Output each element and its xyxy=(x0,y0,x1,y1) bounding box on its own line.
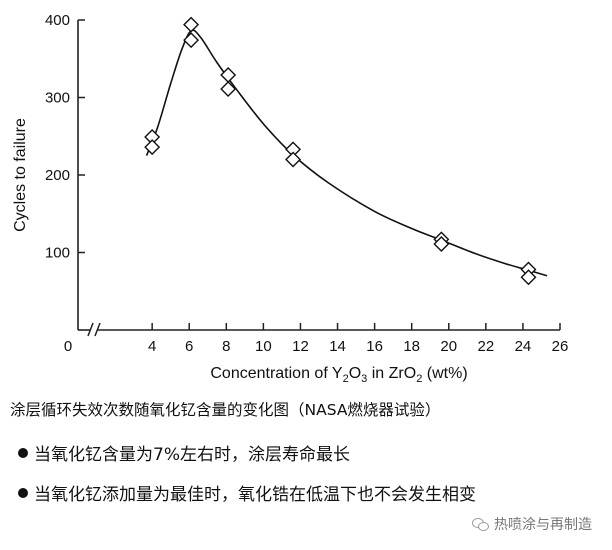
data-point-diamond xyxy=(520,269,537,286)
data-point-diamond xyxy=(183,16,200,33)
data-point-diamond xyxy=(183,32,200,49)
x-axis-label-part: (wt%) xyxy=(422,365,467,382)
x-axis-label-part: 2 xyxy=(343,373,349,385)
y-tick-label: 100 xyxy=(45,245,70,262)
x-axis-label: Concentration of Y2O3 in ZrO2 (wt%) xyxy=(210,365,467,385)
bullet-text: 当氧化钇添加量为最佳时，氧化锆在低温下也不会发生相变 xyxy=(34,485,476,505)
data-point-diamond xyxy=(285,151,302,168)
watermark: 热喷涂与再制造 xyxy=(472,514,592,534)
x-tick-label: 6 xyxy=(185,338,193,355)
wechat-icon xyxy=(472,517,490,531)
data-point-diamond xyxy=(144,139,161,156)
x-tick-label: 22 xyxy=(478,338,495,355)
x-tick-label: 12 xyxy=(292,338,309,355)
x-axis-label-part: in ZrO xyxy=(367,365,416,382)
x-axis-label-part: 2 xyxy=(416,373,422,385)
figure-caption: 涂层循环失效次数随氧化钇含量的变化图（NASA燃烧器试验） xyxy=(10,401,441,419)
fit-curve xyxy=(145,29,548,277)
axis-break-icon xyxy=(87,322,101,337)
x-tick-label: 14 xyxy=(329,338,346,355)
y-tick-label: 300 xyxy=(45,90,70,107)
x-axis-label-part: O xyxy=(349,365,361,382)
chart: 100 200 300 400 0 4 6 8 10 12 14 16 18 20 22 24 26 Cycles… xyxy=(12,12,569,385)
x-tick-label: 8 xyxy=(222,338,230,355)
x-tick-label: 0 xyxy=(64,338,72,355)
x-tick-label: 18 xyxy=(403,338,420,355)
watermark-text: 热喷涂与再制造 xyxy=(494,517,592,533)
x-axis-label-part: Concentration of Y xyxy=(210,365,343,382)
data-point-diamond xyxy=(433,235,450,252)
bullet-item: 当氧化钇添加量为最佳时，氧化锆在低温下也不会发生相变 xyxy=(18,480,612,505)
y-tick-label: 400 xyxy=(45,12,70,29)
bullet-text: 当氧化钇含量为7%左右时，涂层寿命最长 xyxy=(34,445,350,465)
y-tick-label: 200 xyxy=(45,167,70,184)
x-axis-label-part: 3 xyxy=(361,373,367,385)
bullet-item: 当氧化钇含量为7%左右时，涂层寿命最长 xyxy=(18,440,612,465)
x-tick-label: 4 xyxy=(148,338,156,355)
x-tick-label: 24 xyxy=(515,338,532,355)
x-tick-label: 16 xyxy=(366,338,383,355)
data-point-diamond xyxy=(220,80,237,97)
y-axis-label: Cycles to failure xyxy=(12,118,29,232)
x-tick-label: 26 xyxy=(552,338,569,355)
bullet-dot-icon xyxy=(18,488,28,498)
x-tick-label: 20 xyxy=(440,338,457,355)
x-tick-label: 10 xyxy=(255,338,272,355)
bullet-dot-icon xyxy=(18,448,28,458)
